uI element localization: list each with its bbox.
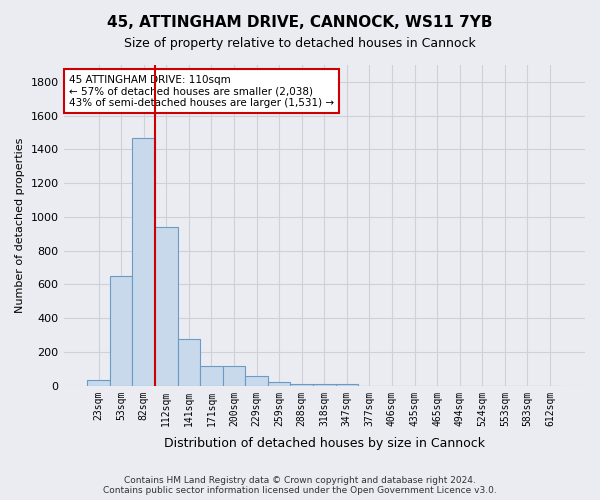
Bar (178, 338, 200, 386)
X-axis label: Distribution of detached houses by size in Cannock: Distribution of detached houses by size … (164, 437, 485, 450)
Bar (268, 382, 290, 386)
Y-axis label: Number of detached properties: Number of detached properties (15, 138, 25, 313)
Bar (133, 138, 155, 386)
Bar (290, 384, 313, 386)
Bar (200, 366, 223, 386)
Text: Size of property relative to detached houses in Cannock: Size of property relative to detached ho… (124, 38, 476, 51)
Bar (335, 384, 358, 386)
Text: Contains HM Land Registry data © Crown copyright and database right 2024.
Contai: Contains HM Land Registry data © Crown c… (103, 476, 497, 495)
Bar (110, 276, 133, 386)
Text: 45 ATTINGHAM DRIVE: 110sqm
← 57% of detached houses are smaller (2,038)
43% of s: 45 ATTINGHAM DRIVE: 110sqm ← 57% of deta… (69, 74, 334, 108)
Bar (155, 227, 178, 386)
Text: 45, ATTINGHAM DRIVE, CANNOCK, WS11 7YB: 45, ATTINGHAM DRIVE, CANNOCK, WS11 7YB (107, 15, 493, 30)
Bar (87, 380, 110, 386)
Bar (223, 366, 245, 386)
Bar (245, 376, 268, 386)
Bar (313, 384, 335, 386)
